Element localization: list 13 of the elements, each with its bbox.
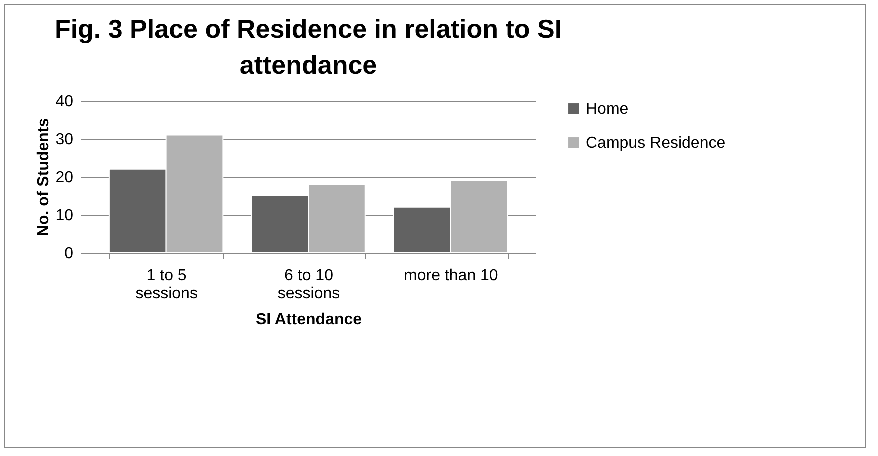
x-tick-label: more than 10 xyxy=(404,268,498,284)
y-tick-label: 20 xyxy=(56,170,74,186)
y-tick-label: 40 xyxy=(56,94,74,110)
chart-title: Fig. 3 Place of Residence in relation to SI attendance xyxy=(54,14,562,80)
legend-label: Campus Residence xyxy=(586,135,726,152)
x-tick-label: 1 to 5 sessions xyxy=(136,268,198,302)
y-tick-label: 10 xyxy=(56,208,74,224)
y-tick-label: 0 xyxy=(64,246,74,262)
y-tick-label: 30 xyxy=(56,132,74,148)
x-tick-label: 6 to 10 sessions xyxy=(278,268,340,302)
legend-label: Home xyxy=(586,101,629,118)
x-axis-title: SI Attendance xyxy=(256,312,362,328)
y-axis-title: No. of Students xyxy=(36,118,53,237)
